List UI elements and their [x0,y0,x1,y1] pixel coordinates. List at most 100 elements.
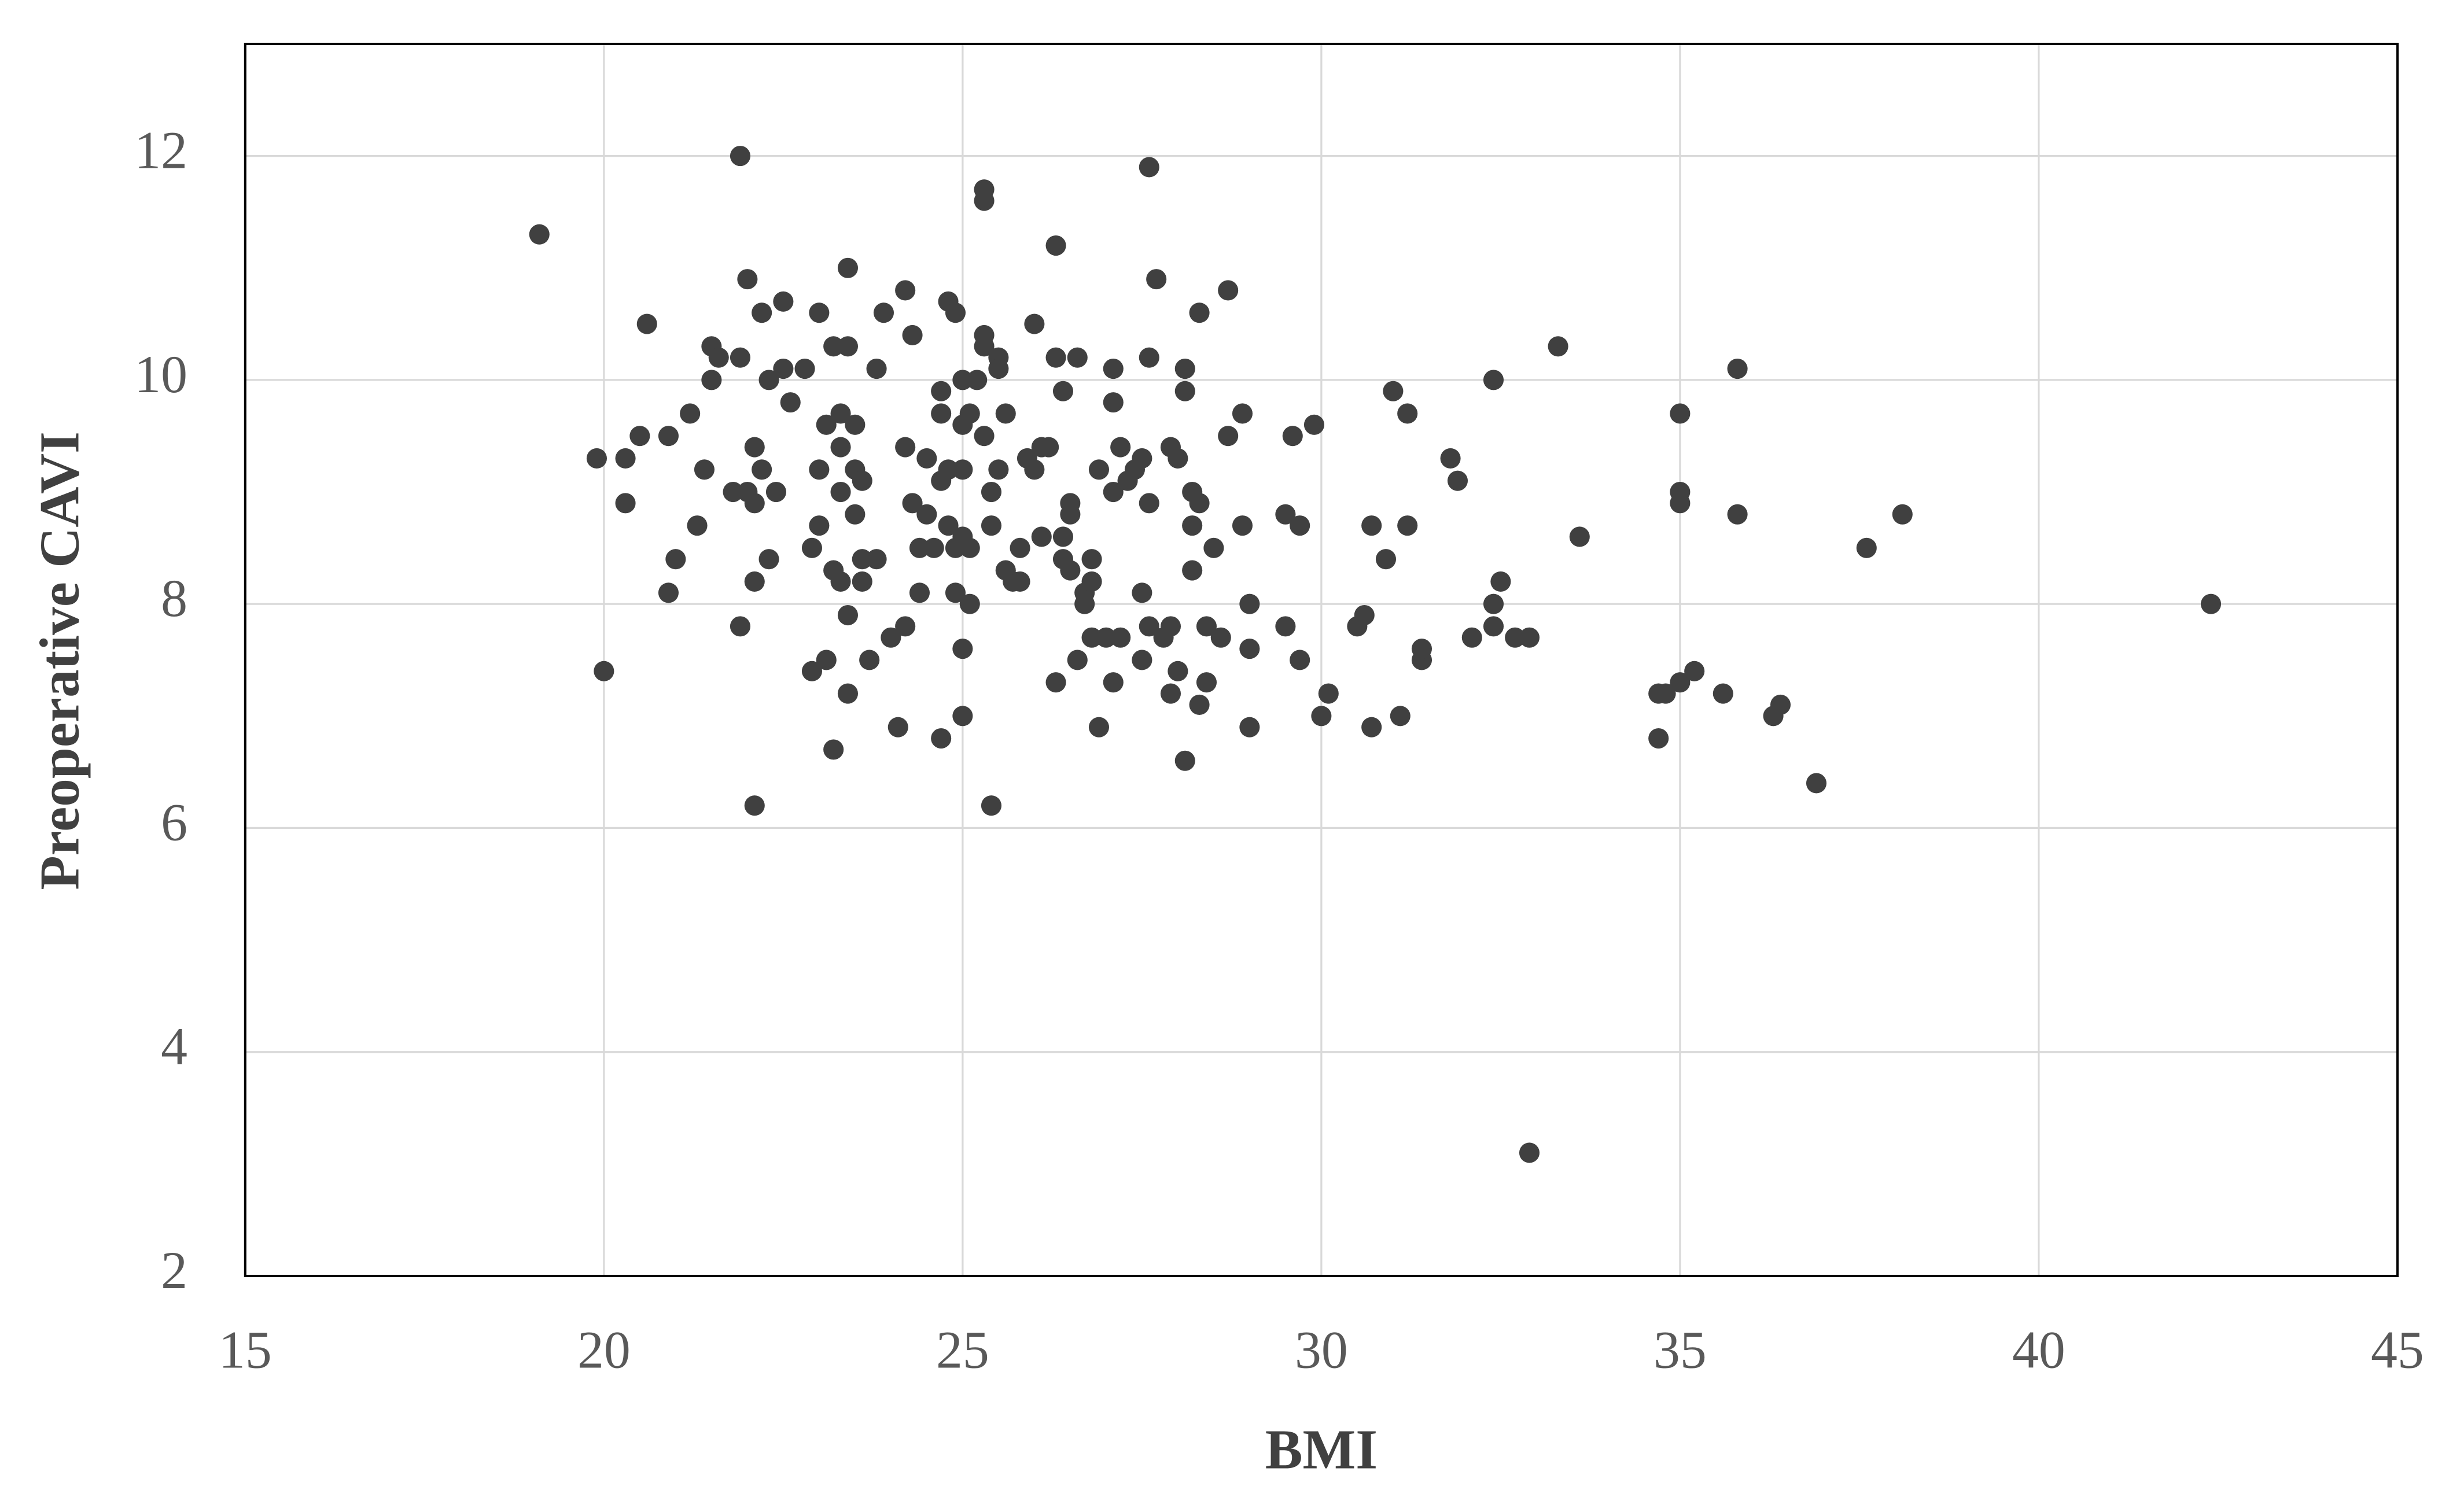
point [658,426,679,447]
point [708,347,729,368]
point [744,795,765,816]
point [1232,403,1253,424]
point [1483,616,1504,637]
point [974,190,995,211]
y-tick-label: 4 [161,1017,187,1076]
point [809,515,830,536]
y-tick-label: 2 [161,1241,187,1300]
point [737,269,758,290]
point [959,537,980,558]
point [1505,627,1526,648]
point [902,324,923,345]
point [615,493,636,514]
point [1196,672,1217,693]
point [1684,661,1705,681]
y-axis-title: Preoperative CAVI [29,432,91,890]
point [1548,336,1568,357]
point [1189,303,1210,323]
point [887,717,908,737]
point [1060,504,1081,525]
point [1483,370,1504,390]
point [730,146,751,167]
point [694,459,715,480]
point [1010,571,1030,592]
point [744,437,765,458]
point [938,515,959,536]
point [1139,616,1159,637]
point [1354,604,1375,626]
point [1146,269,1167,290]
point [859,650,880,670]
point [1139,347,1159,368]
point [1168,448,1188,469]
point [1655,683,1676,704]
point [1132,448,1152,469]
point [816,414,837,435]
point [1892,504,1913,525]
point [1806,773,1827,794]
point [1275,616,1296,637]
point [1182,560,1203,581]
point [852,470,872,491]
x-tick-label: 20 [577,1321,631,1380]
point [974,336,995,357]
point [1024,314,1045,334]
point [837,336,859,357]
point [1440,448,1461,469]
point [1081,571,1102,592]
point [1103,672,1124,693]
point [916,504,937,525]
point [744,493,765,514]
point [837,683,859,704]
point [1103,358,1124,379]
point [1218,426,1239,447]
point [752,303,772,323]
point [687,515,708,536]
point [1081,627,1102,648]
point [752,459,772,480]
point [823,739,844,760]
point [1052,381,1074,401]
point [680,403,701,424]
point [952,639,973,659]
point [1189,694,1210,715]
point [1461,627,1482,648]
point [952,706,973,727]
point [1648,728,1669,749]
x-axis-title: BMI [1265,1419,1378,1481]
point [931,381,952,401]
x-tick-label: 30 [1295,1321,1348,1380]
point [1088,717,1110,737]
point [837,604,859,626]
point [1519,627,1540,648]
point [1103,481,1124,503]
point [1024,459,1045,480]
point [1160,683,1181,704]
point [1397,403,1418,424]
point [586,448,607,469]
point [1196,616,1217,637]
point [1203,537,1224,558]
point [794,358,815,379]
point [1045,672,1066,693]
point [866,358,887,379]
point [1139,157,1159,178]
point [1361,717,1382,737]
point [773,291,794,312]
point [1052,526,1074,547]
point [895,616,916,637]
point [952,459,973,480]
points [529,146,2222,1163]
point [1139,493,1159,514]
point [665,549,686,570]
point [1174,381,1195,401]
point [866,549,887,570]
x-tick-label: 40 [2012,1321,2065,1380]
point [744,571,765,592]
point [1490,571,1511,592]
x-tick-label: 25 [936,1321,989,1380]
point [1239,717,1260,737]
point [1569,526,1590,547]
point [1290,515,1310,536]
